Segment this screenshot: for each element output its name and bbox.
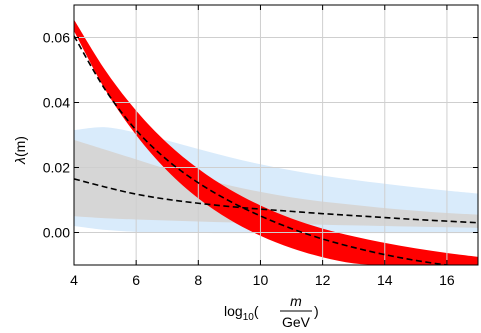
axis-labels: λ(m) log10( m GeV ): [12, 136, 319, 330]
plot-frame: [73, 4, 479, 266]
y-tick-label: 0.04: [43, 95, 70, 111]
band-series-1: [74, 139, 478, 228]
dashed-series-4: [74, 178, 478, 224]
y-axis-label: λ(m): [12, 136, 28, 165]
x-tick-label: 8: [194, 272, 202, 288]
svg-text:m: m: [290, 293, 302, 309]
svg-text:log10(: log10(: [224, 303, 259, 323]
x-tick-label: 12: [315, 272, 331, 288]
axis-ticks: 4 6 8 10 12 14 16 0.00 0.02 0.04 0.06: [43, 5, 478, 288]
x-axis-label: log10( m GeV ): [224, 293, 319, 330]
x-tick-label: 4: [70, 272, 78, 288]
plot-area: [74, 5, 478, 265]
axes-frame: [73, 4, 479, 266]
x-tick-label: 16: [439, 272, 455, 288]
x-tick-label: 6: [132, 272, 140, 288]
band-series-2: [74, 19, 478, 265]
svg-text:GeV: GeV: [282, 314, 311, 330]
x-tick-label: 10: [253, 272, 269, 288]
y-tick-label: 0.00: [43, 225, 70, 241]
y-tick-label: 0.06: [43, 30, 70, 46]
x-tick-label: 14: [377, 272, 393, 288]
svg-text:): ): [314, 303, 319, 319]
y-tick-label: 0.02: [43, 160, 70, 176]
dashed-series-3: [74, 35, 454, 265]
